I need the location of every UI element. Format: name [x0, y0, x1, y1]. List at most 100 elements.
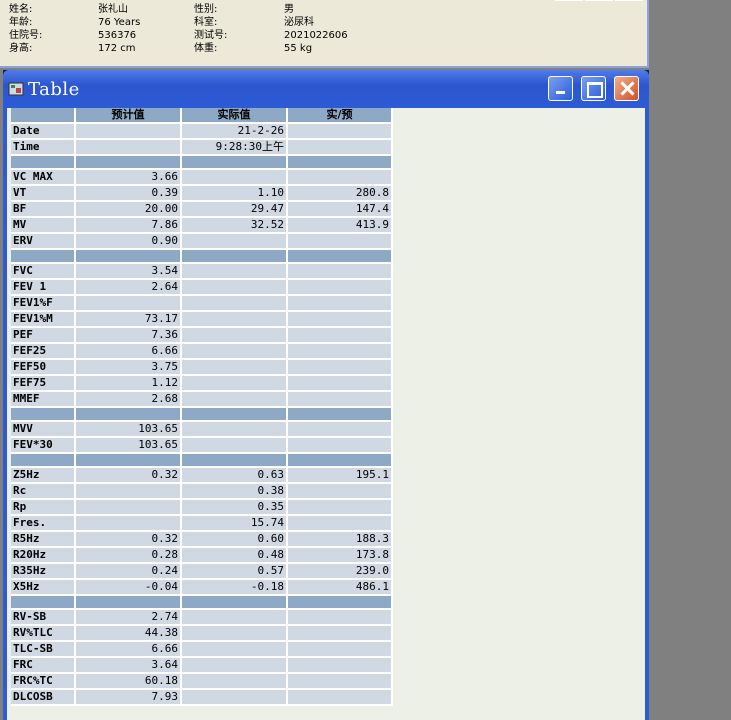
cell-value: 3.75: [76, 360, 182, 376]
table-row: FEV1%F: [11, 296, 393, 312]
cell-value: [182, 674, 288, 690]
cell-value: [182, 408, 288, 422]
cell-value: 0.24: [76, 564, 182, 580]
table-area: 预计值 实际值 实/预 Date 21-2-26 Time 9:28:30上午 VC MAX 3…: [7, 108, 645, 720]
cell-value: [76, 454, 182, 468]
cell-value: 0.48: [182, 548, 288, 564]
table-row: Date 21-2-26: [11, 124, 393, 140]
cell-value: [288, 280, 393, 296]
cell-value: 2.64: [76, 280, 182, 296]
top-window-button[interactable]: [585, 0, 613, 1]
cell-value: [182, 312, 288, 328]
table-row: MVV 103.65: [11, 422, 393, 438]
row-label: DLCOSB: [11, 690, 76, 706]
row-label: X5Hz: [11, 580, 76, 596]
table-row: FRC 3.64: [11, 658, 393, 674]
separator-row: [11, 596, 393, 610]
cell-value: [288, 500, 393, 516]
table-row: DLCOSB 7.93: [11, 690, 393, 706]
cell-value: 2.68: [76, 392, 182, 408]
cell-value: [288, 296, 393, 312]
top-window-button[interactable]: [615, 0, 643, 1]
table-row: ERV 0.90: [11, 234, 393, 250]
cell-value: [288, 124, 393, 140]
table-header-row: 预计值 实际值 实/预: [11, 108, 393, 124]
cell-value: [288, 156, 393, 170]
cell-value: [182, 626, 288, 642]
table-row: FEV1%M 73.17: [11, 312, 393, 328]
table-row: Rp 0.35: [11, 500, 393, 516]
separator-row: [11, 156, 393, 170]
maximize-button[interactable]: [581, 76, 606, 101]
table-row: FVC 3.54: [11, 264, 393, 280]
cell-value: [182, 264, 288, 280]
row-label: MVV: [11, 422, 76, 438]
cell-value: 44.38: [76, 626, 182, 642]
row-label: RV-SB: [11, 610, 76, 626]
info-value: 55 kg: [284, 43, 313, 54]
table-row: Rc 0.38: [11, 484, 393, 500]
cell-value: 0.60: [182, 532, 288, 548]
cell-value: [288, 596, 393, 610]
cell-value: 0.38: [182, 484, 288, 500]
table-row: Time 9:28:30上午: [11, 140, 393, 156]
cell-value: 103.65: [76, 422, 182, 438]
cell-value: [182, 642, 288, 658]
row-label: MV: [11, 218, 76, 234]
row-label: FEV1%M: [11, 312, 76, 328]
cell-value: [288, 392, 393, 408]
cell-value: [288, 516, 393, 532]
cell-value: [288, 438, 393, 454]
table-row: PEF 7.36: [11, 328, 393, 344]
cell-value: 1.12: [76, 376, 182, 392]
row-label: FEV1%F: [11, 296, 76, 312]
cell-value: 413.9: [288, 218, 393, 234]
cell-value: 3.66: [76, 170, 182, 186]
cell-value: 239.0: [288, 564, 393, 580]
cell-value: 0.57: [182, 564, 288, 580]
cell-value: [182, 250, 288, 264]
close-button[interactable]: [614, 76, 639, 101]
window-border: [3, 108, 7, 720]
cell-value: 21-2-26: [182, 124, 288, 140]
cell-value: [288, 454, 393, 468]
cell-value: 0.63: [182, 468, 288, 484]
row-label: VT: [11, 186, 76, 202]
cell-value: 1.10: [182, 186, 288, 202]
table-row: BF 20.00 29.47 147.4: [11, 202, 393, 218]
table-row: VT 0.39 1.10 280.8: [11, 186, 393, 202]
row-label: RV%TLC: [11, 626, 76, 642]
info-value: 泌尿科: [284, 17, 314, 28]
separator-row: [11, 454, 393, 468]
title-bar[interactable]: Table: [3, 70, 649, 108]
cell-value: [76, 484, 182, 500]
cell-value: 188.3: [288, 532, 393, 548]
table-row: FEV 1 2.64: [11, 280, 393, 296]
cell-value: [288, 234, 393, 250]
info-label: 年龄:: [9, 17, 33, 28]
info-label: 科室:: [194, 17, 218, 28]
cell-value: [288, 344, 393, 360]
top-window-button[interactable]: [555, 0, 583, 1]
cell-value: [182, 328, 288, 344]
cell-value: [288, 250, 393, 264]
row-label: R5Hz: [11, 532, 76, 548]
table-row: MV 7.86 32.52 413.9: [11, 218, 393, 234]
row-label: FEF25: [11, 344, 76, 360]
cell-value: [182, 392, 288, 408]
cell-value: 3.64: [76, 658, 182, 674]
cell-value: [76, 408, 182, 422]
column-header: [11, 108, 76, 124]
row-label: [11, 156, 76, 170]
row-label: BF: [11, 202, 76, 218]
cell-value: 0.32: [76, 468, 182, 484]
cell-value: [182, 280, 288, 296]
table-row: VC MAX 3.66: [11, 170, 393, 186]
cell-value: [288, 170, 393, 186]
cell-value: [76, 124, 182, 140]
cell-value: -0.18: [182, 580, 288, 596]
table-row: TLC-SB 6.66: [11, 642, 393, 658]
minimize-button[interactable]: [548, 76, 573, 101]
cell-value: [288, 376, 393, 392]
row-label: [11, 596, 76, 610]
